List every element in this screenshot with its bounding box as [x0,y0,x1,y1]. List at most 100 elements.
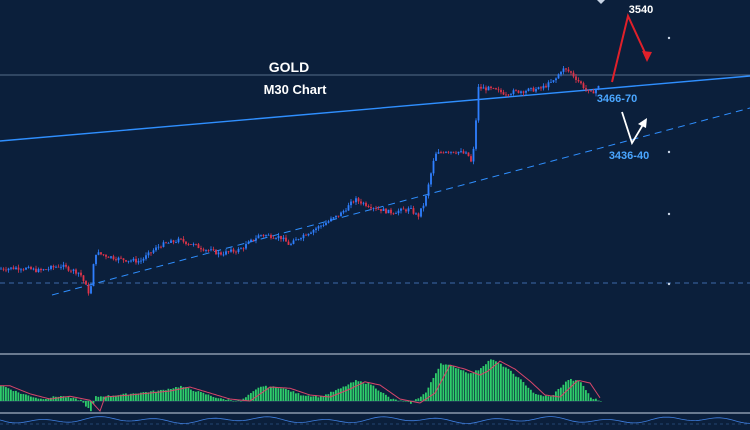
histogram-bar [167,388,170,401]
candle-body [202,249,205,251]
candle-body [277,235,280,239]
histogram-bar [270,386,272,401]
candle-body [70,270,72,272]
histogram-bar [25,394,27,401]
histogram-bar [170,389,172,401]
candle-body [527,88,530,92]
candle-body [222,254,225,256]
candle-body [60,266,62,268]
histogram-bar [590,397,592,401]
candle-body [137,261,140,263]
histogram-bar [62,396,65,401]
candle-body [5,269,7,271]
histogram-bar [130,393,132,401]
candle-body [180,238,182,240]
histogram-bar [372,385,375,401]
histogram-bar [150,391,152,401]
candle-body [27,266,30,268]
candle-body [160,246,162,248]
candle-body [35,268,37,273]
candle-body [275,238,277,239]
histogram-bar [317,397,320,401]
histogram-bar [540,395,542,401]
candle-body [82,275,85,281]
histogram-bar [107,395,110,401]
histogram-bar [17,392,20,401]
histogram-bar [210,395,212,401]
histogram-bar [137,393,140,401]
candle-body [235,251,237,253]
candle-body [270,234,272,238]
candle-body [2,268,5,270]
histogram-bar [240,401,242,402]
candle-body [52,265,55,268]
histogram-bar [90,401,92,412]
histogram-bar [370,384,372,401]
histogram-bar [357,381,360,401]
candle-body [370,207,372,209]
histogram-bar [165,390,167,401]
histogram-bar [262,386,265,401]
candle-body [185,241,187,244]
candle-body [145,255,147,259]
candle-body [517,90,520,93]
candle-body [87,284,90,294]
candle-body [12,267,15,270]
candle-body [267,234,270,236]
candle-body [582,83,585,89]
histogram-bar [177,387,180,401]
histogram-bar [282,388,285,401]
candle-body [227,251,230,253]
histogram-bar [230,400,232,401]
candle-body [352,201,355,203]
histogram-bar [180,385,182,401]
candle-body [417,213,420,217]
candle-body [282,237,285,240]
histogram-bar [82,401,85,403]
candle-body [142,258,145,261]
histogram-bar [527,387,530,401]
candle-body [455,152,457,154]
candle-body [115,259,117,261]
histogram-bar [32,397,35,401]
histogram-bar [140,392,142,401]
histogram-bar [485,364,487,401]
candle-body [525,91,527,93]
candle-body [470,156,472,162]
candle-body [257,235,260,239]
histogram-bar [280,388,282,401]
histogram-bar [310,396,312,401]
support-1-label: 3466-70 [597,93,637,105]
candle-body [557,74,560,79]
candle-body [300,238,302,240]
histogram-bar [497,363,500,401]
candle-body [420,208,422,217]
candle-body [195,243,197,245]
candle-body [285,237,287,242]
candle-body [467,152,470,157]
candle-body [535,89,537,92]
histogram-bar [225,400,227,401]
candle-body [350,201,352,206]
histogram-bar [575,380,577,401]
histogram-bar [65,397,67,401]
candle-body [480,86,482,89]
candle-body [362,202,365,204]
candle-body [85,280,87,285]
candle-body [95,254,97,265]
candle-body [410,208,412,209]
histogram-bar [162,389,165,401]
candle-body [32,268,35,270]
histogram-bar [105,396,107,401]
histogram-bar [407,401,410,402]
candle-body [22,269,25,271]
candle-body [317,226,320,229]
histogram-bar [405,401,407,402]
candle-body [382,208,385,212]
candle-body [495,88,497,90]
histogram-bar [400,400,402,401]
histogram-bar [200,391,202,401]
indicator-histogram [0,359,602,412]
histogram-bar [397,400,400,402]
